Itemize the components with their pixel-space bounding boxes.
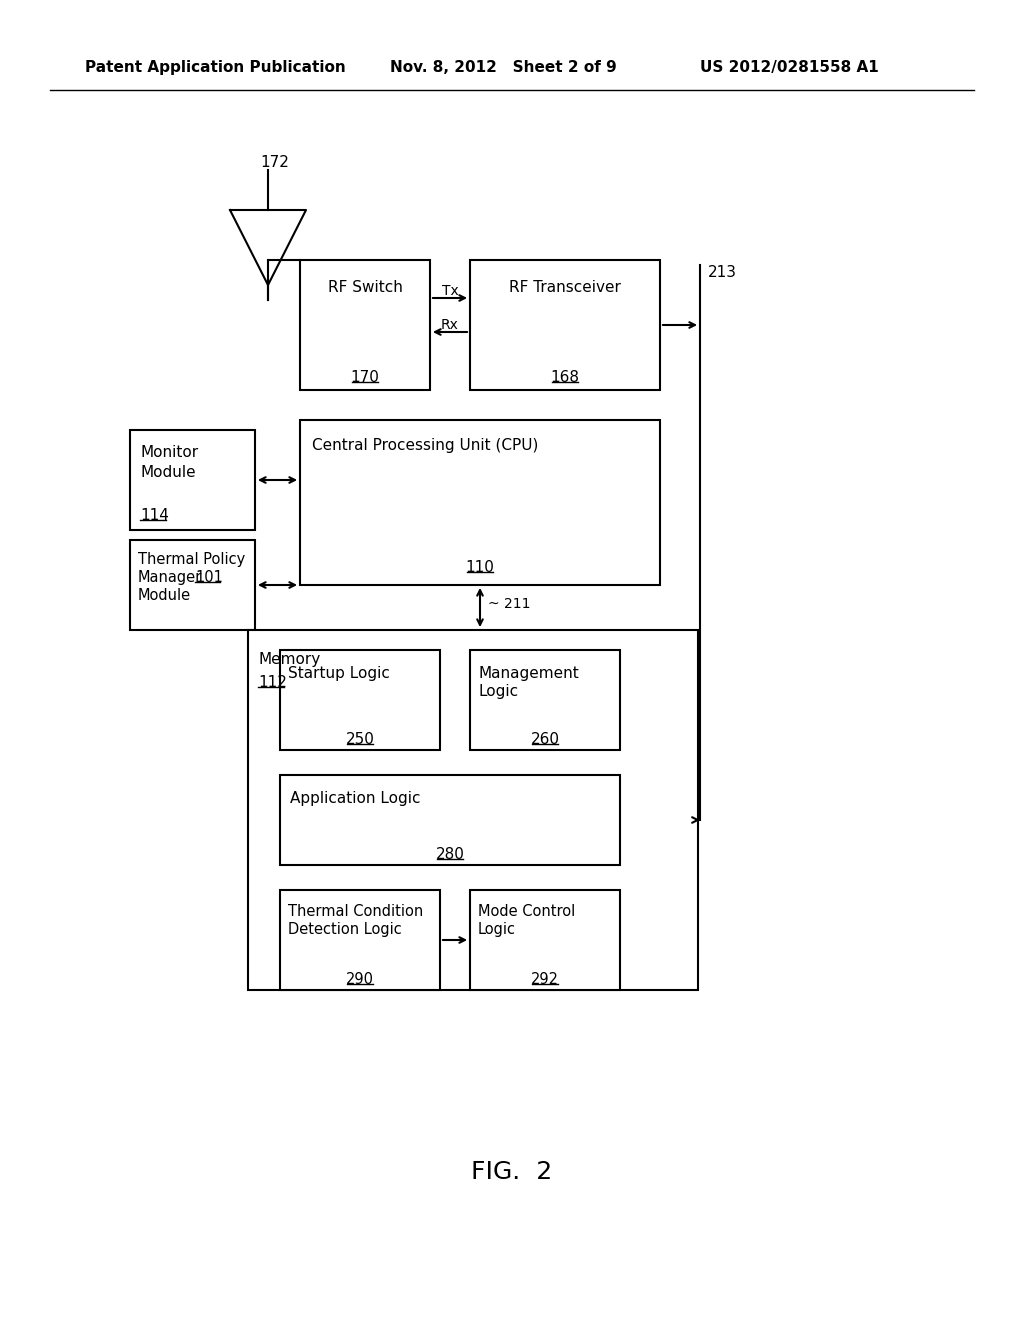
Text: 112: 112: [258, 675, 287, 690]
Text: 110: 110: [466, 560, 495, 576]
Text: RF Transceiver: RF Transceiver: [509, 280, 621, 294]
Text: 260: 260: [530, 733, 559, 747]
Text: Central Processing Unit (CPU): Central Processing Unit (CPU): [312, 438, 539, 453]
Text: Detection Logic: Detection Logic: [288, 921, 401, 937]
FancyBboxPatch shape: [470, 260, 660, 389]
FancyBboxPatch shape: [470, 890, 620, 990]
Text: 168: 168: [551, 370, 580, 385]
Text: ~ 211: ~ 211: [488, 597, 530, 611]
FancyBboxPatch shape: [300, 260, 430, 389]
Text: Startup Logic: Startup Logic: [288, 667, 390, 681]
FancyBboxPatch shape: [300, 420, 660, 585]
FancyBboxPatch shape: [130, 430, 255, 531]
Text: Logic: Logic: [478, 921, 516, 937]
FancyBboxPatch shape: [280, 649, 440, 750]
FancyBboxPatch shape: [248, 630, 698, 990]
Text: Thermal Condition: Thermal Condition: [288, 904, 423, 919]
FancyBboxPatch shape: [280, 890, 440, 990]
Text: 170: 170: [350, 370, 380, 385]
Text: US 2012/0281558 A1: US 2012/0281558 A1: [700, 59, 879, 75]
Text: Memory: Memory: [258, 652, 321, 667]
Text: Module: Module: [138, 587, 191, 603]
FancyBboxPatch shape: [280, 775, 620, 865]
Text: 250: 250: [345, 733, 375, 747]
Text: 213: 213: [708, 265, 737, 280]
Text: Nov. 8, 2012   Sheet 2 of 9: Nov. 8, 2012 Sheet 2 of 9: [390, 59, 616, 75]
Text: Mode Control: Mode Control: [478, 904, 575, 919]
FancyBboxPatch shape: [130, 540, 255, 630]
Text: FIG.  2: FIG. 2: [471, 1160, 553, 1184]
Text: Thermal Policy: Thermal Policy: [138, 552, 246, 568]
Text: 172: 172: [260, 154, 289, 170]
Text: Patent Application Publication: Patent Application Publication: [85, 59, 346, 75]
Text: Management: Management: [478, 667, 579, 681]
Text: Application Logic: Application Logic: [290, 791, 421, 807]
Text: 280: 280: [435, 847, 465, 862]
FancyBboxPatch shape: [470, 649, 620, 750]
Text: RF Switch: RF Switch: [328, 280, 402, 294]
Text: Module: Module: [140, 465, 196, 480]
Text: 290: 290: [346, 972, 374, 987]
Text: 114: 114: [140, 508, 169, 523]
Text: Tx: Tx: [441, 284, 459, 298]
Text: 101: 101: [195, 570, 223, 585]
Text: Manager: Manager: [138, 570, 203, 585]
Text: 292: 292: [531, 972, 559, 987]
Text: Monitor: Monitor: [140, 445, 198, 459]
Text: Rx: Rx: [441, 318, 459, 333]
Text: Logic: Logic: [478, 684, 518, 700]
